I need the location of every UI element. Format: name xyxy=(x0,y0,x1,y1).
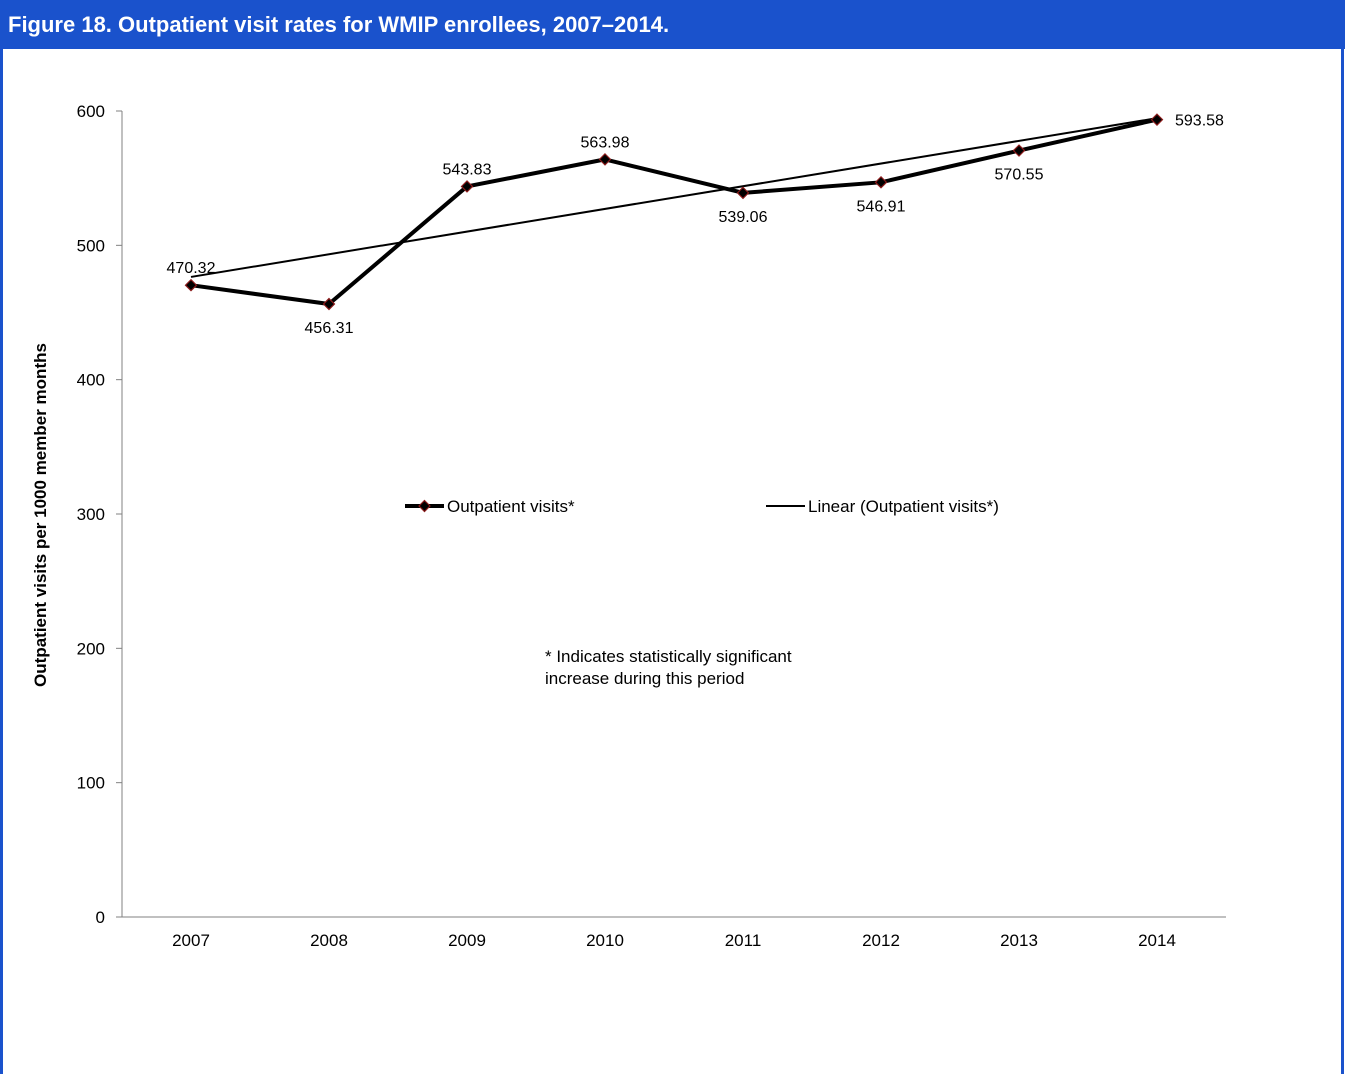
data-label: 593.58 xyxy=(1175,113,1224,130)
data-point xyxy=(322,297,336,311)
legend-series-marker xyxy=(418,499,431,513)
x-tick-label: 2014 xyxy=(1138,931,1176,950)
frame-border-right xyxy=(1341,49,1344,1074)
y-tick-labels: 0 100 200 300 400 500 600 xyxy=(77,102,105,927)
legend-trendline-label: Linear (Outpatient visits*) xyxy=(808,497,999,516)
legend: Outpatient visits* Linear (Outpatient vi… xyxy=(405,497,999,516)
legend-series-label: Outpatient visits* xyxy=(447,497,575,516)
chart-axes xyxy=(116,110,1226,918)
x-tick-label: 2007 xyxy=(172,931,210,950)
data-label: 539.06 xyxy=(719,209,768,226)
series-line xyxy=(190,117,1158,307)
x-tick-label: 2008 xyxy=(310,931,348,950)
x-tick-label: 2013 xyxy=(1000,931,1038,950)
data-label: 546.91 xyxy=(857,198,906,215)
data-label: 456.31 xyxy=(305,320,354,337)
figure-title: Figure 18. Outpatient visit rates for WM… xyxy=(0,0,1345,49)
data-labels: 470.32 456.31 543.83 563.98 539.06 546.91 570.… xyxy=(167,113,1225,337)
y-tick-label: 200 xyxy=(77,639,105,658)
data-point xyxy=(1012,144,1026,157)
x-tick-label: 2009 xyxy=(448,931,486,950)
data-point xyxy=(598,153,612,166)
x-tick-label: 2010 xyxy=(586,931,624,950)
y-tick-label: 500 xyxy=(77,236,105,255)
note-line-2: increase during this period xyxy=(545,669,744,688)
data-point xyxy=(184,278,198,292)
trendline xyxy=(190,117,1158,278)
frame-border-left xyxy=(0,49,3,1074)
y-tick-label: 300 xyxy=(77,505,105,524)
data-point xyxy=(874,175,888,189)
y-axis-label: Outpatient visits per 1000 member months xyxy=(31,343,50,687)
note-line-1: * Indicates statistically significant xyxy=(545,647,792,666)
data-label: 543.83 xyxy=(443,161,492,178)
x-tick-label: 2012 xyxy=(862,931,900,950)
data-point xyxy=(736,186,750,200)
x-tick-label: 2011 xyxy=(725,931,762,950)
data-label: 570.55 xyxy=(995,167,1044,184)
data-point xyxy=(1150,113,1164,126)
series-group xyxy=(184,113,1164,311)
y-tick-label: 100 xyxy=(77,774,105,793)
trendline-group xyxy=(190,117,1158,278)
y-tick-label: 400 xyxy=(77,371,105,390)
y-tick-label: 600 xyxy=(77,102,105,121)
x-tick-labels: 2007 2008 2009 2010 2011 2012 2013 2014 xyxy=(172,931,1176,950)
data-point xyxy=(460,180,474,193)
data-label: 470.32 xyxy=(167,260,216,277)
significance-note: * Indicates statistically significant in… xyxy=(545,647,792,688)
data-label: 563.98 xyxy=(581,134,630,151)
y-tick-label: 0 xyxy=(96,908,105,927)
